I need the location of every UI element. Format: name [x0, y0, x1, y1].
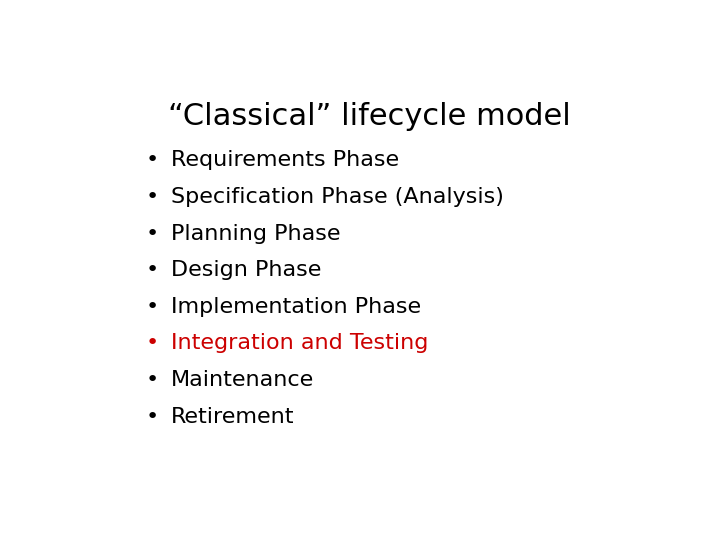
Text: •: •: [145, 151, 159, 171]
Text: •: •: [145, 333, 159, 353]
Text: Integration and Testing: Integration and Testing: [171, 333, 428, 353]
Text: Planning Phase: Planning Phase: [171, 224, 341, 244]
Text: •: •: [145, 370, 159, 390]
Text: •: •: [145, 297, 159, 317]
Text: Specification Phase (Analysis): Specification Phase (Analysis): [171, 187, 504, 207]
Text: •: •: [145, 224, 159, 244]
Text: •: •: [145, 407, 159, 427]
Text: Maintenance: Maintenance: [171, 370, 314, 390]
Text: Requirements Phase: Requirements Phase: [171, 151, 399, 171]
Text: Implementation Phase: Implementation Phase: [171, 297, 421, 317]
Text: Retirement: Retirement: [171, 407, 294, 427]
Text: •: •: [145, 260, 159, 280]
Text: “Classical” lifecycle model: “Classical” lifecycle model: [168, 102, 570, 131]
Text: Design Phase: Design Phase: [171, 260, 321, 280]
Text: •: •: [145, 187, 159, 207]
